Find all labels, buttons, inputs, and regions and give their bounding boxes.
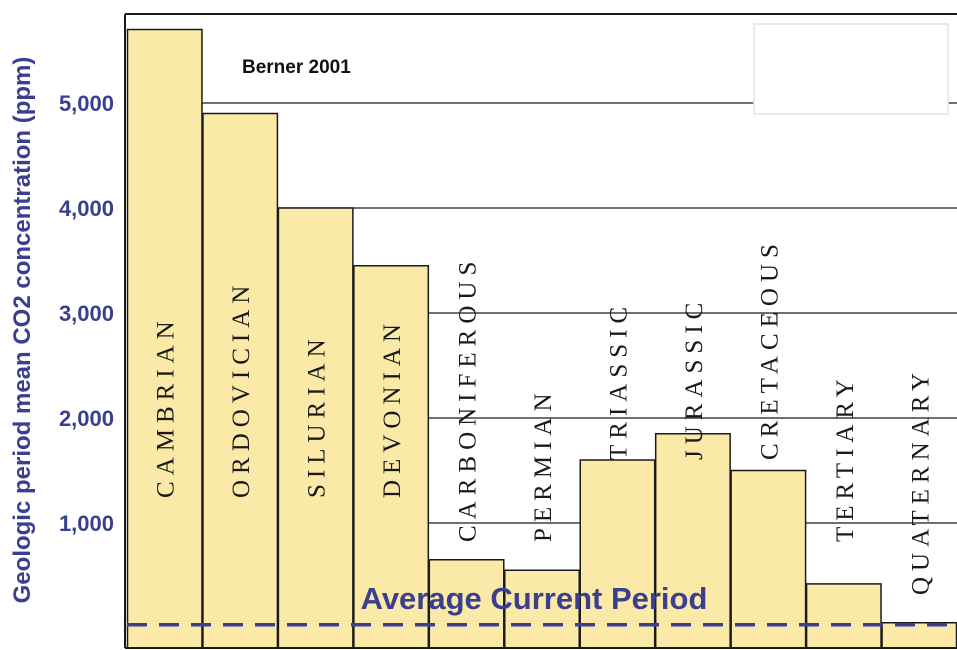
y-axis-label: Geologic period mean CO2 concentration (…: [9, 57, 36, 604]
y-tick-label: 1,000: [59, 511, 114, 536]
period-label-silurian: SILURIAN: [304, 333, 331, 498]
bar-cambrian: [126, 28, 203, 649]
period-label-carboniferous: CARBONIFEROUS: [455, 256, 482, 542]
bar-jurassic: [654, 433, 731, 649]
period-label-devonian: DEVONIAN: [379, 318, 406, 498]
period-label-cretaceous: CRETACEOUS: [756, 238, 783, 460]
bar-triassic: [579, 459, 656, 649]
bar-quaternary: [881, 622, 957, 649]
bars: [126, 28, 957, 649]
period-label-cambrian: CAMBRIAN: [153, 315, 180, 498]
bar-devonian: [353, 265, 430, 649]
period-label-jurassic: JURASSIC: [681, 297, 708, 460]
period-label-triassic: TRIASSIC: [605, 301, 632, 460]
bar-cretaceous: [730, 469, 807, 649]
y-tick-label: 2,000: [59, 406, 114, 431]
period-label-ordovician: ORDOVICIAN: [228, 280, 255, 498]
bar-tertiary: [805, 583, 882, 649]
bar-permian: [504, 569, 580, 649]
y-tick-label: 3,000: [59, 301, 114, 326]
source-note: Berner 2001: [242, 57, 351, 78]
bar-carboniferous: [428, 559, 505, 649]
y-tick-label: 5,000: [59, 91, 114, 116]
bar-silurian: [277, 207, 354, 649]
period-label-quaternary: QUATERNARY: [907, 367, 934, 595]
average-current-period-label: Average Current Period: [361, 581, 708, 616]
y-ticks: 1,000 2,000 3,000 4,000 5,000: [59, 91, 114, 536]
source-box: [753, 23, 949, 115]
period-label-permian: PERMIAN: [530, 387, 557, 542]
period-label-tertiary: TERTIARY: [832, 373, 859, 542]
y-tick-label: 4,000: [59, 196, 114, 221]
period-labels: CAMBRIAN ORDOVICIAN SILURIAN DEVONIAN CARBON…: [153, 238, 935, 595]
